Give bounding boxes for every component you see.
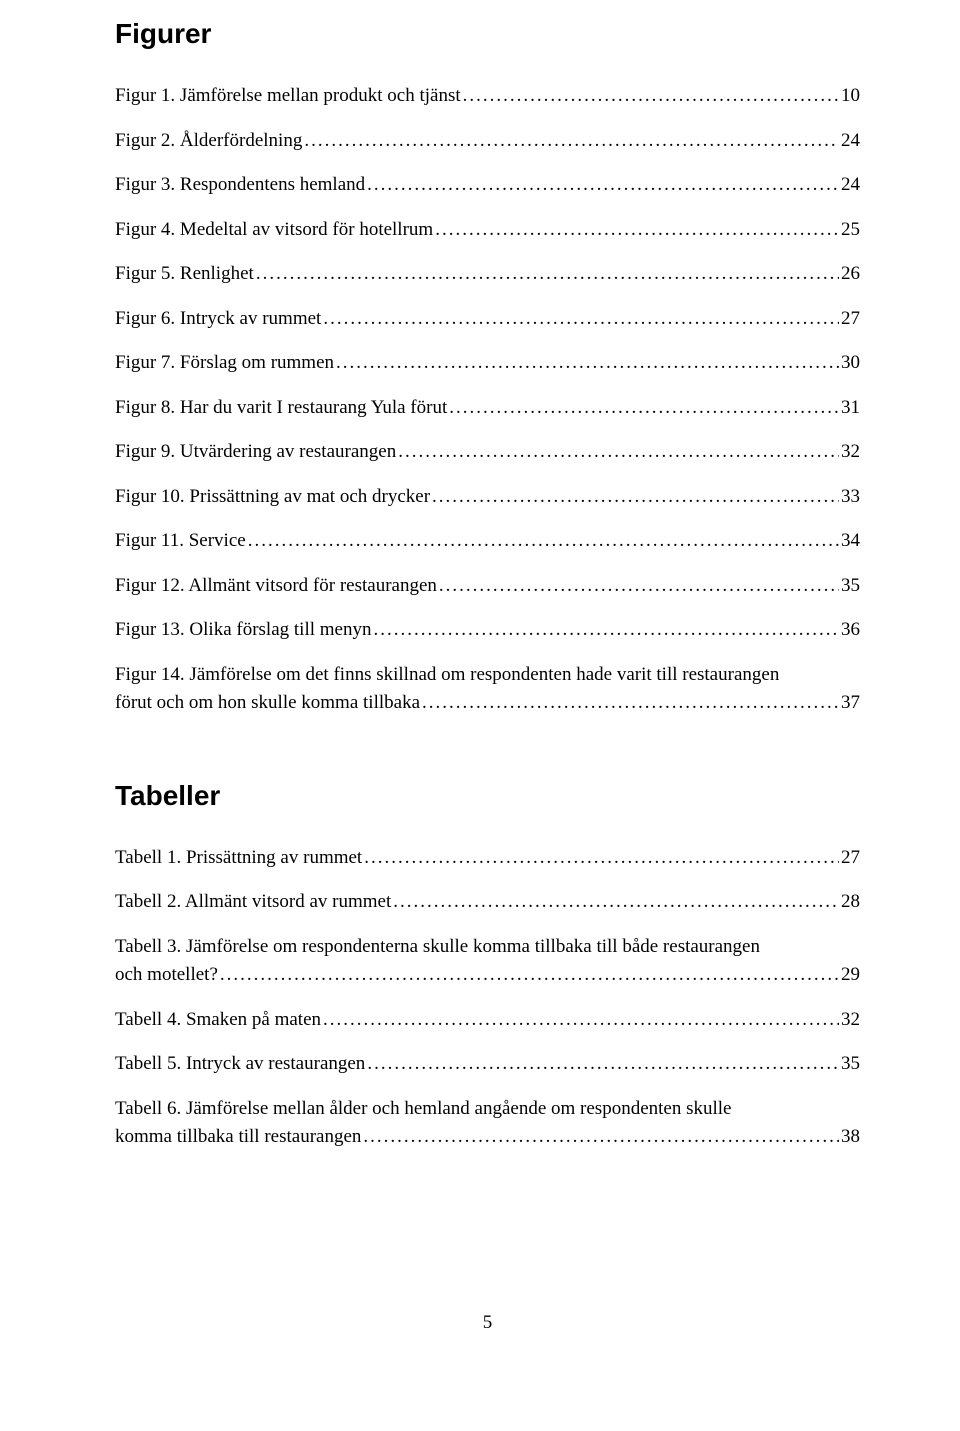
toc-entry-label: Tabell 5. Intryck av restaurangen [115,1050,365,1079]
figurer-toc-list: Figur 1. Jämförelse mellan produkt och t… [115,82,860,718]
toc-leader-dots: ........................................… [323,1006,839,1035]
toc-leader-dots: ........................................… [304,127,839,156]
toc-entry-label: Figur 7. Förslag om rummen [115,349,334,378]
toc-leader-dots: ........................................… [463,82,839,111]
toc-entry-label-line1: Figur 14. Jämförelse om det finns skilln… [115,661,860,690]
toc-entry: Tabell 5. Intryck av restaurangen.......… [115,1050,860,1079]
toc-entry: Figur 3. Respondentens hemland..........… [115,171,860,200]
toc-entry: Tabell 4. Smaken på maten...............… [115,1006,860,1035]
toc-leader-dots: ........................................… [422,689,839,718]
toc-entry-page: 32 [841,1006,860,1035]
toc-leader-dots: ........................................… [367,171,839,200]
toc-leader-dots: ........................................… [220,961,839,990]
toc-entry-label: Tabell 4. Smaken på maten [115,1006,321,1035]
toc-entry: Figur 5. Renlighet......................… [115,260,860,289]
toc-entry-label-line2: komma tillbaka till restaurangen [115,1123,361,1152]
toc-entry: Figur 7. Förslag om rummen..............… [115,349,860,378]
toc-entry-page: 35 [841,572,860,601]
toc-leader-dots: ........................................… [435,216,839,245]
toc-entry: Tabell 1. Prissättning av rummet........… [115,844,860,873]
toc-entry-page: 24 [841,171,860,200]
toc-entry: Figur 1. Jämförelse mellan produkt och t… [115,82,860,111]
toc-leader-dots: ........................................… [256,260,839,289]
toc-leader-dots: ........................................… [449,394,839,423]
toc-leader-dots: ........................................… [323,305,839,334]
toc-entry: Figur 11. Service.......................… [115,527,860,556]
toc-entry-page: 31 [841,394,860,423]
toc-leader-dots: ........................................… [432,483,839,512]
toc-leader-dots: ........................................… [439,572,839,601]
toc-entry-page: 36 [841,616,860,645]
toc-entry: Figur 8. Har du varit I restaurang Yula … [115,394,860,423]
toc-entry-page: 28 [841,888,860,917]
toc-entry: Figur 9. Utvärdering av restaurangen....… [115,438,860,467]
toc-entry: Tabell 6. Jämförelse mellan ålder och he… [115,1095,860,1152]
toc-entry-page: 27 [841,844,860,873]
toc-entry-label: Figur 4. Medeltal av vitsord för hotellr… [115,216,433,245]
toc-entry-label: Figur 13. Olika förslag till menyn [115,616,371,645]
toc-entry-page: 26 [841,260,860,289]
toc-entry-page: 34 [841,527,860,556]
toc-entry: Figur 14. Jämförelse om det finns skilln… [115,661,860,718]
toc-entry-page: 33 [841,483,860,512]
toc-entry-label: Figur 1. Jämförelse mellan produkt och t… [115,82,461,111]
toc-entry-page: 10 [841,82,860,111]
toc-entry-page: 29 [841,961,860,990]
toc-entry-label: Figur 10. Prissättning av mat och drycke… [115,483,430,512]
toc-entry-label-line2: och motellet? [115,961,218,990]
toc-entry-label: Figur 11. Service [115,527,246,556]
toc-leader-dots: ........................................… [393,888,839,917]
toc-entry-label: Figur 12. Allmänt vitsord för restaurang… [115,572,437,601]
toc-entry-label: Figur 9. Utvärdering av restaurangen [115,438,396,467]
toc-entry-page: 30 [841,349,860,378]
toc-entry-label: Figur 8. Har du varit I restaurang Yula … [115,394,447,423]
toc-entry: Tabell 3. Jämförelse om respondenterna s… [115,933,860,990]
toc-entry-label: Figur 3. Respondentens hemland [115,171,365,200]
toc-entry-label: Figur 6. Intryck av rummet [115,305,321,334]
toc-entry-page: 27 [841,305,860,334]
toc-entry-page: 24 [841,127,860,156]
toc-entry-page: 32 [841,438,860,467]
toc-leader-dots: ........................................… [363,1123,839,1152]
toc-entry: Figur 2. Ålderfördelning................… [115,127,860,156]
toc-entry-label-line2: förut och om hon skulle komma tillbaka [115,689,420,718]
tabeller-toc-list: Tabell 1. Prissättning av rummet........… [115,844,860,1152]
figurer-heading: Figurer [115,18,860,50]
toc-leader-dots: ........................................… [364,844,839,873]
toc-entry: Figur 12. Allmänt vitsord för restaurang… [115,572,860,601]
toc-leader-dots: ........................................… [398,438,839,467]
toc-leader-dots: ........................................… [373,616,839,645]
toc-leader-dots: ........................................… [336,349,839,378]
toc-leader-dots: ........................................… [367,1050,839,1079]
toc-leader-dots: ........................................… [248,527,839,556]
toc-entry-page: 38 [841,1123,860,1152]
toc-entry-label: Figur 2. Ålderfördelning [115,127,302,156]
page-number: 5 [115,1312,860,1334]
toc-entry: Figur 13. Olika förslag till menyn......… [115,616,860,645]
toc-entry-page: 25 [841,216,860,245]
toc-entry-label-line1: Tabell 6. Jämförelse mellan ålder och he… [115,1095,860,1124]
toc-entry-label: Tabell 1. Prissättning av rummet [115,844,362,873]
toc-entry-label: Figur 5. Renlighet [115,260,254,289]
tabeller-heading: Tabeller [115,780,860,812]
toc-entry-page: 35 [841,1050,860,1079]
toc-entry: Figur 10. Prissättning av mat och drycke… [115,483,860,512]
toc-entry: Figur 4. Medeltal av vitsord för hotellr… [115,216,860,245]
toc-entry: Tabell 2. Allmänt vitsord av rummet.....… [115,888,860,917]
toc-entry-label-line1: Tabell 3. Jämförelse om respondenterna s… [115,933,860,962]
toc-entry: Figur 6. Intryck av rummet..............… [115,305,860,334]
toc-entry-label: Tabell 2. Allmänt vitsord av rummet [115,888,391,917]
toc-entry-page: 37 [841,689,860,718]
